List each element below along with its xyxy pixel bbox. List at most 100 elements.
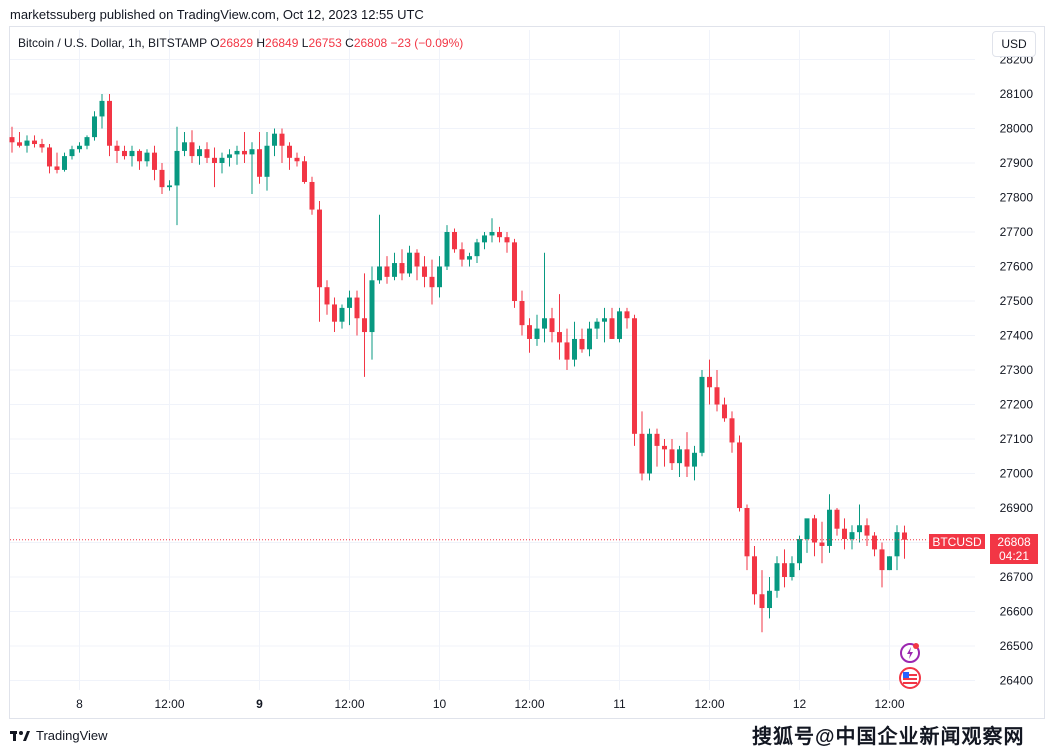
candle-body bbox=[489, 232, 495, 236]
candle-body bbox=[752, 556, 757, 595]
price-tick-label: 27900 bbox=[1000, 156, 1034, 170]
time-tick-label: 12 bbox=[793, 697, 807, 711]
candle-body bbox=[204, 149, 210, 158]
tradingview-logo-text: TradingView bbox=[36, 728, 108, 743]
candle-body bbox=[152, 152, 157, 170]
price-tick-label: 27600 bbox=[1000, 260, 1034, 274]
candle-body bbox=[39, 144, 45, 148]
legend-low-label: L bbox=[301, 36, 309, 50]
candle-body bbox=[467, 256, 472, 260]
lightning-event-icon[interactable] bbox=[898, 641, 922, 665]
candle-body bbox=[849, 532, 855, 540]
candle-body bbox=[872, 535, 877, 550]
candle-body bbox=[279, 133, 285, 146]
candle-body bbox=[69, 149, 75, 157]
candle-body bbox=[782, 563, 787, 577]
symbol-price-tag: BTCUSD bbox=[929, 534, 985, 549]
candle-body bbox=[842, 528, 847, 540]
candle-body bbox=[264, 145, 270, 177]
candle-body bbox=[384, 266, 390, 277]
candle-body bbox=[557, 332, 562, 343]
candle-body bbox=[294, 157, 300, 162]
price-tick-label: 26400 bbox=[1000, 674, 1034, 688]
candle-body bbox=[654, 433, 660, 446]
candles bbox=[9, 94, 907, 633]
symbol-legend: Bitcoin / U.S. Dollar, 1h, BITSTAMP O268… bbox=[18, 36, 463, 50]
candle-body bbox=[302, 161, 307, 182]
price-tick-label: 27800 bbox=[1000, 191, 1034, 205]
candle-body bbox=[647, 433, 652, 474]
candle-body bbox=[219, 157, 225, 163]
time-tick-label: 9 bbox=[256, 697, 263, 711]
us-flag-event-icon[interactable] bbox=[898, 666, 922, 690]
price-tick-label: 26600 bbox=[1000, 605, 1034, 619]
candle-body bbox=[62, 156, 67, 170]
legend-change: −23 (−0.09%) bbox=[390, 36, 464, 50]
candle-body bbox=[182, 142, 187, 151]
candle-body bbox=[707, 376, 712, 388]
candle-body bbox=[812, 518, 817, 543]
chart-frame bbox=[9, 26, 1045, 719]
candle-body bbox=[797, 539, 802, 564]
candle-body bbox=[729, 418, 735, 443]
candle-body bbox=[677, 449, 682, 464]
bar-countdown: 04:21 bbox=[998, 549, 1030, 563]
candle-body bbox=[324, 287, 330, 305]
candle-body bbox=[249, 149, 255, 155]
currency-button[interactable]: USD bbox=[992, 31, 1036, 57]
candle-body bbox=[189, 142, 195, 157]
candle-body bbox=[437, 266, 442, 288]
candle-body bbox=[9, 137, 15, 143]
time-tick-label: 8 bbox=[76, 697, 83, 711]
candle-body bbox=[122, 150, 127, 157]
candle-body bbox=[377, 266, 382, 281]
candle-body bbox=[167, 185, 172, 188]
price-tick-label: 26500 bbox=[1000, 639, 1034, 653]
time-tick-label: 12:00 bbox=[334, 697, 364, 711]
candle-body bbox=[534, 328, 540, 339]
candle-body bbox=[834, 509, 840, 529]
candle-body bbox=[459, 249, 465, 260]
candle-body bbox=[392, 263, 397, 277]
tradingview-logo-icon bbox=[10, 730, 30, 741]
legend-open-value: 26829 bbox=[219, 36, 254, 50]
candle-body bbox=[422, 266, 427, 277]
candle-body bbox=[92, 116, 97, 138]
candle-body bbox=[662, 445, 667, 450]
candle-body bbox=[309, 181, 315, 210]
candle-body bbox=[699, 376, 705, 453]
candle-body bbox=[32, 140, 37, 145]
price-tick-label: 28100 bbox=[1000, 87, 1034, 101]
price-tick-label: 26900 bbox=[1000, 501, 1034, 515]
candle-body bbox=[609, 318, 615, 339]
candle-body bbox=[257, 149, 262, 177]
candle-body bbox=[737, 442, 742, 508]
price-tick-label: 27700 bbox=[1000, 225, 1034, 239]
candle-body bbox=[159, 169, 165, 188]
candle-body bbox=[894, 532, 900, 557]
candle-body bbox=[669, 449, 675, 464]
candle-body bbox=[549, 318, 555, 333]
candle-body bbox=[369, 280, 375, 333]
candle-body bbox=[227, 154, 232, 158]
candle-body bbox=[317, 209, 322, 288]
candle-body bbox=[639, 433, 645, 474]
tradingview-logo[interactable]: TradingView bbox=[10, 728, 108, 743]
candle-body bbox=[902, 532, 907, 540]
candle-body bbox=[129, 150, 135, 157]
candle-body bbox=[414, 252, 420, 267]
candle-body bbox=[77, 145, 82, 150]
candle-body bbox=[197, 149, 202, 157]
candle-body bbox=[242, 150, 247, 155]
candle-body bbox=[827, 509, 832, 546]
last-price-tag: 26808 04:21 bbox=[990, 534, 1038, 564]
candle-body bbox=[594, 321, 600, 329]
candle-body bbox=[512, 242, 517, 301]
legend-close-value: 26808 bbox=[353, 36, 388, 50]
candle-body bbox=[272, 133, 277, 146]
legend-high-value: 26849 bbox=[265, 36, 299, 50]
price-tick-label: 27500 bbox=[1000, 294, 1034, 308]
candle-body bbox=[399, 263, 405, 274]
candle-body bbox=[444, 232, 450, 267]
